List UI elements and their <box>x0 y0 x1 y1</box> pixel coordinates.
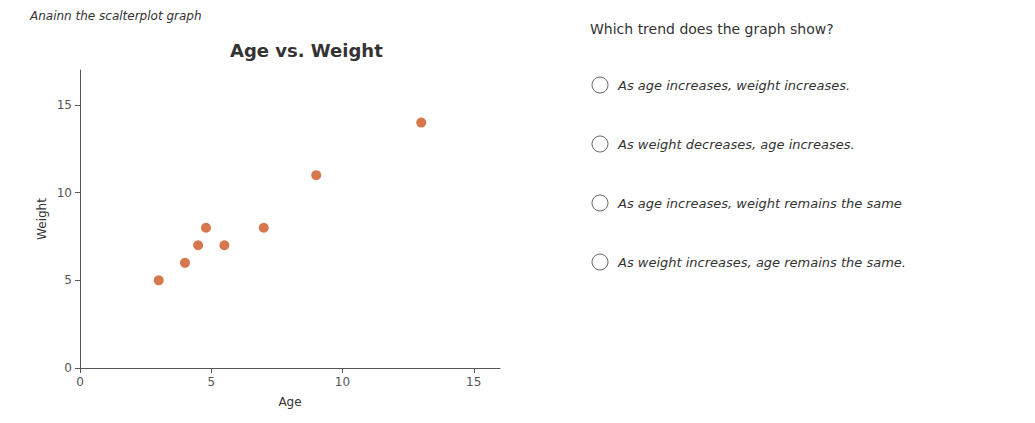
svg-text:10: 10 <box>335 375 350 389</box>
svg-text:5: 5 <box>64 273 72 287</box>
svg-text:15: 15 <box>57 98 72 112</box>
svg-text:0: 0 <box>64 361 72 375</box>
svg-text:As weight decreases, age incre: As weight decreases, age increases. <box>617 137 855 152</box>
svg-text:15: 15 <box>466 375 481 389</box>
svg-text:Age: Age <box>278 395 301 409</box>
svg-text:0: 0 <box>76 375 84 389</box>
svg-text:Weight: Weight <box>35 198 49 240</box>
svg-text:10: 10 <box>57 186 72 200</box>
svg-text:Anainn the scalterplot graph: Anainn the scalterplot graph <box>29 9 202 23</box>
svg-text:Age vs. Weight: Age vs. Weight <box>230 40 383 61</box>
svg-text:As weight increases, age remai: As weight increases, age remains the sam… <box>617 255 906 270</box>
svg-text:As age increases, weight incre: As age increases, weight increases. <box>617 78 850 93</box>
svg-text:As age increases, weight remai: As age increases, weight remains the sam… <box>617 196 902 211</box>
svg-text:5: 5 <box>207 375 215 389</box>
svg-text:Which trend does the graph sho: Which trend does the graph show? <box>590 21 834 37</box>
